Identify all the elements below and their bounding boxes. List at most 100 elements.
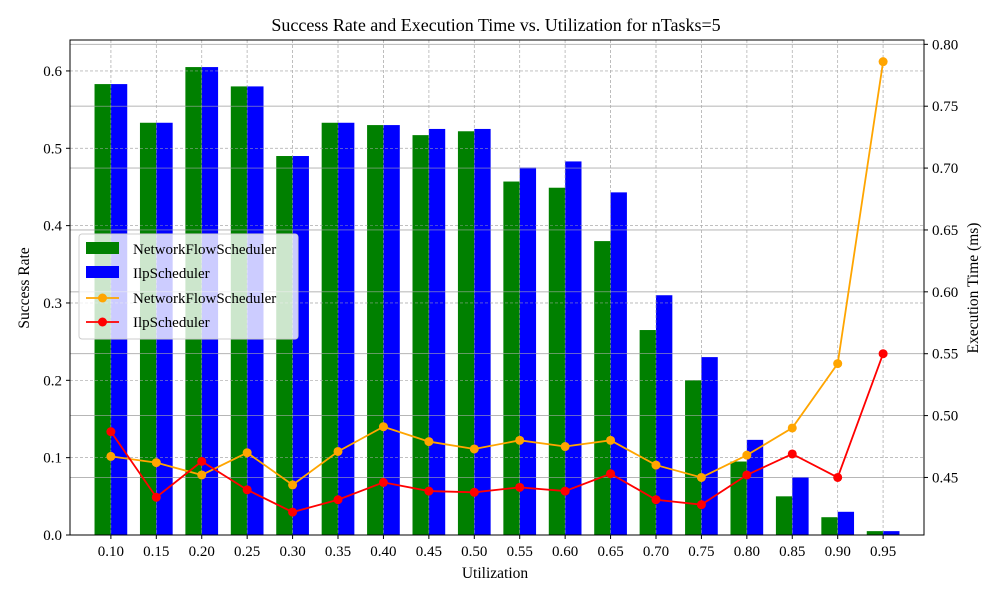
point-ilp (469, 487, 479, 497)
y-tick-label: 0.3 (43, 296, 62, 312)
line-networkflow (110, 61, 885, 486)
y-tick-label: 0.2 (43, 373, 62, 389)
bar-ilp (383, 125, 400, 535)
x-tick-label: 0.20 (189, 544, 215, 560)
point-networkflow (378, 422, 388, 432)
legend-label-bar-1: NetworkFlowScheduler (133, 242, 276, 258)
bar-networkflow (321, 122, 339, 535)
point-ilp (742, 470, 752, 480)
point-networkflow (424, 437, 434, 447)
x-tick-label: 0.50 (461, 544, 487, 560)
bar-networkflow (367, 125, 384, 535)
y-tick-label: 0.4 (43, 219, 62, 235)
point-networkflow (288, 480, 298, 490)
bar-ilp (701, 357, 718, 535)
legend-label-line-2: IlpScheduler (133, 315, 210, 331)
y-tick-label: 0.0 (43, 528, 62, 544)
point-ilp (878, 349, 888, 359)
x-tick-label: 0.85 (779, 544, 805, 560)
x-tick-label: 0.80 (734, 544, 760, 560)
point-networkflow (560, 442, 570, 452)
bar-networkflow (412, 135, 429, 535)
point-networkflow (833, 359, 843, 369)
point-ilp (696, 500, 706, 510)
bar-ilp (338, 122, 355, 535)
point-networkflow (606, 435, 616, 445)
point-networkflow (787, 423, 797, 433)
point-ilp (787, 449, 797, 459)
y2-tick-label: 0.75 (932, 99, 958, 115)
bar-networkflow (685, 380, 702, 535)
x-tick-label: 0.90 (825, 544, 851, 560)
legend: NetworkFlowScheduler IlpScheduler Networ… (78, 233, 299, 340)
legend-label-bar-2: IlpScheduler (133, 266, 210, 282)
y2-tick-label: 0.65 (932, 223, 958, 239)
legend-swatch-bar-1 (86, 242, 119, 254)
x-axis-label: Utilization (462, 565, 529, 582)
point-networkflow (651, 460, 661, 470)
bar-networkflow (866, 531, 884, 535)
point-networkflow (197, 470, 207, 480)
y2-tick-label: 0.55 (932, 347, 958, 363)
plot-frame (69, 39, 925, 536)
point-ilp (288, 507, 298, 517)
x-tick-label: 0.70 (643, 544, 669, 560)
x-tick-label: 0.45 (416, 544, 442, 560)
point-networkflow (333, 446, 343, 456)
point-networkflow (242, 448, 252, 458)
bar-networkflow (548, 187, 566, 535)
point-ilp (378, 477, 388, 487)
legend-box (78, 233, 299, 340)
point-ilp (424, 486, 434, 496)
y-tick-label: 0.6 (43, 64, 62, 80)
legend-marker-line-2 (98, 317, 107, 327)
point-networkflow (515, 435, 525, 445)
point-networkflow (696, 472, 706, 482)
point-networkflow (878, 57, 888, 67)
legend-label-line-1: NetworkFlowScheduler (133, 291, 276, 307)
point-ilp (606, 469, 616, 479)
x-tick-label: 0.40 (370, 544, 396, 560)
point-ilp (560, 486, 570, 496)
x-tick-label: 0.15 (143, 544, 169, 560)
y-axis-label: Success Rate (16, 247, 33, 328)
bar-ilp (474, 128, 491, 535)
x-tick-label: 0.95 (870, 544, 896, 560)
legend-marker-line-1 (98, 293, 107, 303)
y2-tick-label: 0.80 (932, 37, 958, 53)
y-tick-label: 0.1 (43, 451, 62, 467)
x-tick-label: 0.65 (597, 544, 623, 560)
bar-ilp (883, 531, 900, 535)
y2-tick-label: 0.60 (932, 285, 958, 301)
point-ilp (151, 492, 161, 502)
point-ilp (333, 495, 343, 505)
y2-tick-label: 0.70 (932, 161, 958, 177)
bar-ilp (428, 128, 446, 535)
bar-ilp (746, 439, 764, 535)
x-tick-label: 0.30 (279, 544, 305, 560)
y2-tick-label: 0.50 (932, 409, 958, 425)
bar-networkflow (503, 181, 520, 535)
axes-layer: 0.0 0.1 0.2 0.3 0.4 0.5 0.6 0.45 0.50 0.55 0.60 0.6… (43, 37, 958, 560)
point-networkflow (469, 444, 479, 454)
point-networkflow (151, 458, 161, 468)
bar-networkflow (730, 461, 747, 535)
point-ilp (106, 427, 116, 437)
bar-networkflow (821, 517, 838, 535)
x-tick-label: 0.25 (234, 544, 260, 560)
legend-swatch-bar-2 (86, 266, 119, 278)
y2-tick-label: 0.45 (932, 470, 958, 486)
bar-ilp (792, 476, 809, 535)
x-tick-label: 0.10 (98, 544, 124, 560)
x-tick-label: 0.75 (688, 544, 714, 560)
bars-layer (70, 40, 924, 536)
point-networkflow (742, 450, 752, 460)
bar-ilp (837, 511, 855, 535)
x-tick-label: 0.55 (507, 544, 533, 560)
point-ilp (197, 456, 207, 466)
x-tick-label: 0.60 (552, 544, 578, 560)
y-tick-label: 0.5 (43, 141, 62, 157)
bar-ilp (519, 167, 537, 535)
